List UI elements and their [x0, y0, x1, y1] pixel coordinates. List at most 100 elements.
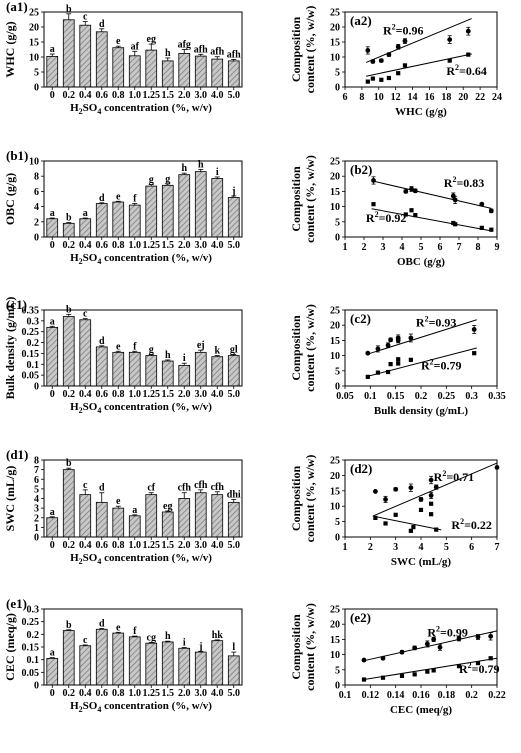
x-tick-label: 2 [368, 542, 373, 553]
bar [95, 501, 108, 538]
data-point [393, 512, 398, 517]
y-axis-label-line-2: content (%, w/w) [303, 155, 317, 243]
x-tick-label: 3 [393, 542, 398, 553]
y-tick-label: 15 [330, 187, 340, 198]
x-tick-label: 1 [343, 542, 348, 553]
data-point [365, 350, 371, 356]
fit-line [371, 208, 492, 232]
data-point [399, 649, 405, 655]
x-tick-label: 0.6 [96, 90, 109, 101]
x-tick-label: 0 [50, 240, 55, 251]
fit-line [367, 347, 477, 377]
x-tick-label: 1.0 [129, 540, 142, 551]
series-2: R2=0.22 [372, 501, 492, 533]
x-axis-label: Bulk density (g/mL) [374, 405, 468, 417]
significance-letter: b [66, 213, 72, 224]
y-tick-label: 20 [330, 471, 340, 482]
significance-letter: afg [178, 40, 191, 51]
r-squared-label: R2=0.92 [366, 210, 407, 225]
data-point [412, 645, 418, 651]
x-tick-label: 6 [343, 92, 348, 103]
x-tick-label: 0 [50, 540, 55, 551]
data-point [429, 512, 434, 517]
data-point [403, 189, 409, 194]
x-axis-label: WHC (g/g) [395, 106, 447, 118]
bar [79, 494, 92, 538]
y-tick-label: 25 [330, 306, 340, 317]
data-point [475, 661, 481, 666]
data-point [428, 493, 434, 498]
data-point [471, 327, 477, 332]
x-tick-label: 0.2 [63, 688, 76, 699]
x-tick-label: 1.0 [129, 688, 142, 699]
x-tick-label: 6 [469, 542, 474, 553]
data-point [370, 59, 376, 64]
x-tick-label: 9 [495, 242, 500, 253]
bar [62, 469, 75, 538]
x-axis-label: H2SO4 concentration (%, w/v) [70, 252, 212, 266]
data-point [425, 669, 430, 674]
data-point [380, 655, 386, 661]
x-tick-label: 24 [492, 92, 502, 103]
significance-letter: h [181, 163, 187, 174]
y-tick-label: 0 [335, 233, 340, 244]
data-point [456, 636, 462, 641]
data-point [379, 77, 384, 82]
fit-line [366, 53, 472, 77]
y-axis-label-line-2: content (%, w/w) [303, 304, 317, 392]
y-tick-label: 20 [330, 172, 340, 183]
y-tick-label: 0.15 [22, 349, 40, 360]
x-tick-label: 3.0 [195, 389, 208, 400]
data-point [409, 186, 414, 192]
data-point [418, 507, 424, 512]
x-tick-label: 0.2 [63, 90, 76, 101]
fit-line [367, 319, 477, 355]
bar [79, 319, 92, 387]
x-tick-label: 3.0 [195, 90, 208, 101]
x-tick-label: 5 [444, 542, 449, 553]
y-tick-label: 0 [34, 533, 39, 544]
x-axis-label: H2SO4 concentration (%, w/v) [70, 700, 212, 714]
x-axis-label: OBC (g/g) [397, 256, 445, 268]
bar [194, 351, 207, 387]
y-tick-label: 10 [330, 202, 340, 213]
x-tick-label: 1.25 [143, 90, 161, 101]
significance-letter: cfh [194, 480, 208, 491]
significance-letter: b [66, 620, 72, 631]
x-tick-label: 2 [362, 242, 367, 253]
bar [227, 355, 240, 387]
significance-letter: a [50, 316, 55, 327]
data-point [412, 672, 417, 677]
y-tick-label: 25 [330, 157, 340, 168]
data-point [371, 202, 376, 207]
y-tick-label: 10 [29, 53, 39, 64]
data-point [365, 48, 371, 53]
y-axis-label-line-2: content (%, w/w) [303, 603, 317, 691]
significance-letter: g [149, 175, 154, 186]
y-axis-label-line-2: content (%, w/w) [303, 455, 317, 543]
panel-label: (a2) [350, 13, 372, 28]
x-tick-label: 3 [381, 242, 386, 253]
significance-letter: i [216, 167, 219, 178]
significance-letter: a [50, 507, 55, 518]
y-tick-label: 10 [29, 157, 39, 168]
data-point [437, 644, 443, 650]
significance-letter: e [116, 496, 121, 507]
y-tick-label: 0.3 [27, 316, 40, 327]
x-tick-label: 4.0 [211, 688, 224, 699]
x-axis-label: H2SO4 concentration (%, w/v) [70, 552, 212, 566]
x-tick-label: 10 [374, 92, 384, 103]
x-tick-label: 4.0 [211, 240, 224, 251]
y-tick-label: 15 [330, 38, 340, 49]
bar [211, 178, 224, 238]
bar-panel-b1: a 0 b 0.2 a 0.4 d 0.6 e 0.8 f 1.0 g 1.25 g 1.5 h 2.0 h 3.0 i… [3, 148, 243, 266]
bar [211, 356, 224, 387]
y-tick-label: 25 [330, 456, 340, 467]
x-tick-label: 0.1 [339, 690, 352, 701]
data-point [447, 58, 452, 63]
x-tick-label: 18 [441, 92, 451, 103]
y-tick-label: 0 [34, 233, 39, 244]
bar [145, 49, 158, 88]
x-tick-label: 0.22 [488, 690, 506, 701]
bar [112, 47, 125, 88]
